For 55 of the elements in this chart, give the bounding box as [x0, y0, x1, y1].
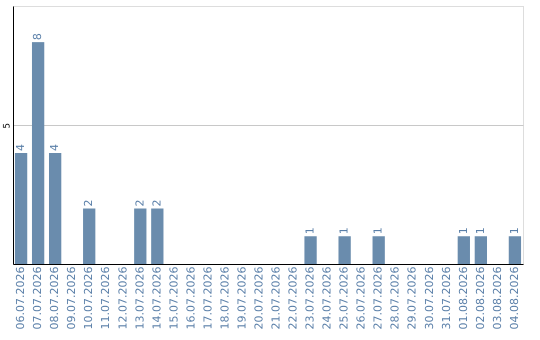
bar	[83, 208, 96, 264]
x-tick-label: 11.07.2026	[99, 266, 112, 330]
data-label: 2	[150, 200, 164, 207]
bar	[458, 236, 470, 264]
bar	[304, 236, 317, 264]
x-tick-label: 31.07.2026	[440, 266, 453, 330]
x-tick-label: 16.07.2026	[184, 266, 198, 330]
bar	[32, 42, 44, 264]
x-tick-label: 03.08.2026	[490, 266, 504, 330]
x-tick-label: 25.07.2026	[338, 266, 351, 330]
data-label: 1	[372, 227, 385, 234]
x-tick-label: 20.07.2026	[252, 266, 266, 330]
data-label: 1	[508, 227, 521, 234]
x-tick-label: 06.07.2026	[14, 266, 28, 330]
bar	[338, 236, 351, 264]
x-tick-label: 13.07.2026	[133, 266, 146, 330]
x-tick-label: 22.07.2026	[286, 266, 300, 330]
data-label: 4	[48, 144, 62, 152]
x-tick-label: 04.08.2026	[508, 266, 521, 330]
data-label: 1	[304, 227, 317, 234]
data-label: 1	[338, 227, 351, 234]
x-tick-label: 07.07.2026	[31, 266, 44, 330]
x-tick-label: 02.08.2026	[474, 266, 487, 330]
x-tick-label: 17.07.2026	[201, 266, 214, 330]
bar	[14, 153, 28, 264]
x-tick-label: 19.07.2026	[235, 266, 248, 330]
bar	[48, 153, 62, 264]
x-tick-label: 29.07.2026	[406, 266, 419, 330]
x-tick-label: 12.07.2026	[116, 266, 130, 330]
x-tick-label: 27.07.2026	[372, 266, 385, 330]
x-tick-label: 21.07.2026	[270, 266, 283, 330]
x-tick-label: 28.07.2026	[388, 266, 402, 330]
data-label: 2	[82, 200, 96, 207]
x-tick-label: 24.07.2026	[320, 266, 334, 330]
data-label: 1	[456, 227, 470, 234]
bar	[372, 236, 385, 264]
bar	[151, 208, 164, 264]
bar	[508, 236, 522, 264]
x-tick-label: 18.07.2026	[218, 266, 232, 330]
data-label: 2	[133, 200, 146, 207]
x-tick-label: 26.07.2026	[354, 266, 368, 330]
bar	[134, 208, 146, 264]
x-tick-label: 09.07.2026	[65, 266, 78, 330]
x-tick-label: 30.07.2026	[422, 266, 436, 330]
x-tick-label: 01.08.2026	[456, 266, 470, 330]
data-label: 4	[14, 144, 28, 152]
bar	[474, 236, 488, 264]
x-tick-label: 08.07.2026	[48, 266, 62, 330]
data-label: 1	[474, 227, 487, 234]
data-label: 8	[31, 33, 44, 40]
x-tick-label: 10.07.2026	[82, 266, 96, 330]
y-tick-label: 5	[2, 122, 12, 129]
x-tick-label: 23.07.2026	[304, 266, 317, 330]
x-tick-label: 15.07.2026	[167, 266, 180, 330]
x-tick-label: 14.07.2026	[150, 266, 164, 330]
